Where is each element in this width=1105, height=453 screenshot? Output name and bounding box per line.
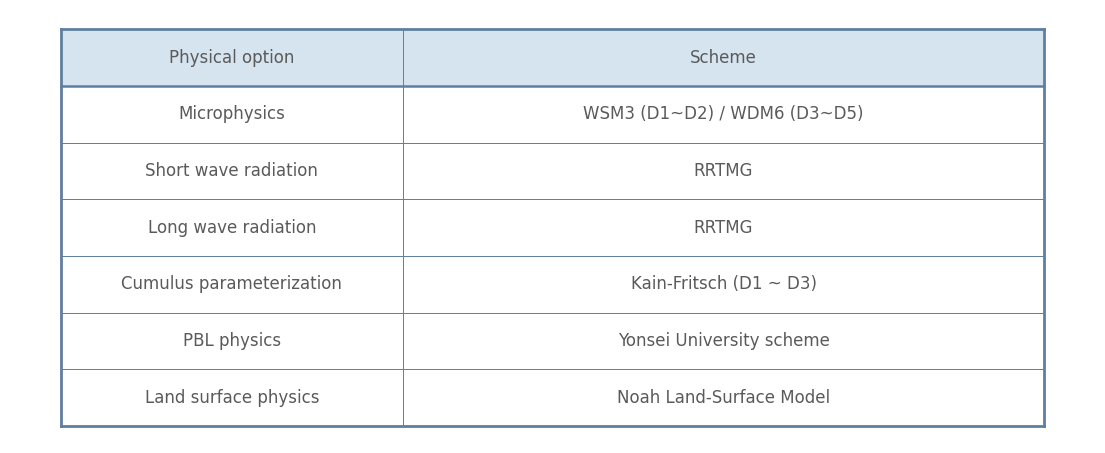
Bar [403,86,1044,143]
Bar [61,86,403,143]
Text: WSM3 (D1~D2) / WDM6 (D3~D5): WSM3 (D1~D2) / WDM6 (D3~D5) [583,106,864,123]
Text: Yonsei University scheme: Yonsei University scheme [618,332,830,350]
Bar [61,256,403,313]
Text: RRTMG: RRTMG [694,219,754,236]
Bar [403,143,1044,199]
Bar [403,199,1044,256]
Text: Scheme: Scheme [691,49,757,67]
Bar [61,369,403,426]
Text: Land surface physics: Land surface physics [145,389,319,406]
Bar [61,29,403,86]
Text: Kain-Fritsch (D1 ~ D3): Kain-Fritsch (D1 ~ D3) [631,275,817,293]
Text: Physical option: Physical option [169,49,295,67]
Text: Noah Land-Surface Model: Noah Land-Surface Model [617,389,830,406]
Text: Long wave radiation: Long wave radiation [148,219,316,236]
Bar [61,143,403,199]
Text: PBL physics: PBL physics [182,332,281,350]
Bar [403,313,1044,369]
Bar [403,29,1044,86]
Bar [403,256,1044,313]
Text: Cumulus parameterization: Cumulus parameterization [122,275,343,293]
Text: Short wave radiation: Short wave radiation [146,162,318,180]
Text: RRTMG: RRTMG [694,162,754,180]
Bar [61,313,403,369]
Text: Microphysics: Microphysics [179,106,285,123]
Bar [61,199,403,256]
Bar [403,369,1044,426]
